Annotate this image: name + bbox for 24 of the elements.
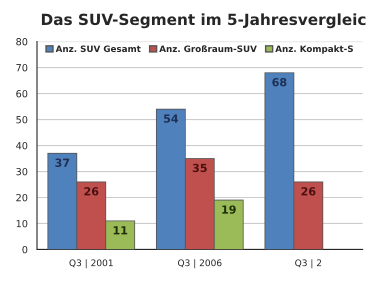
data-label: 54 — [164, 114, 178, 123]
y-tick-label: 20 — [16, 194, 28, 202]
y-tick-label: 70 — [16, 64, 28, 72]
x-tick-label: Q3 | 2 — [295, 259, 322, 268]
x-tick-label: Q3 | 2001 — [69, 259, 113, 268]
data-label: 19 — [222, 205, 236, 214]
data-label: 35 — [192, 164, 207, 172]
y-tick-label: 30 — [16, 168, 28, 176]
data-label: 26 — [84, 187, 98, 196]
data-label: 26 — [301, 187, 316, 196]
y-tick-label: 40 — [16, 142, 28, 150]
data-label: 37 — [55, 158, 70, 167]
legend-label: Anz. Kompakt-S — [275, 45, 353, 54]
chart-title: Das SUV-Segment im 5-Jahresvergleic — [42, 13, 366, 28]
legend-label: Anz. SUV Gesamt — [56, 45, 141, 52]
data-label: 68 — [272, 78, 286, 86]
y-tick-label: 0 — [22, 246, 28, 254]
y-tick-label: 80 — [16, 38, 28, 46]
legend-label: Anz. Großraum-SUV — [159, 45, 257, 52]
data-label: 11 — [114, 226, 128, 234]
x-tick-label: Q3 | 2006 — [178, 259, 222, 268]
y-tick-label: 60 — [16, 90, 28, 98]
y-tick-label: 50 — [16, 116, 28, 124]
y-tick-label: 10 — [16, 220, 28, 228]
